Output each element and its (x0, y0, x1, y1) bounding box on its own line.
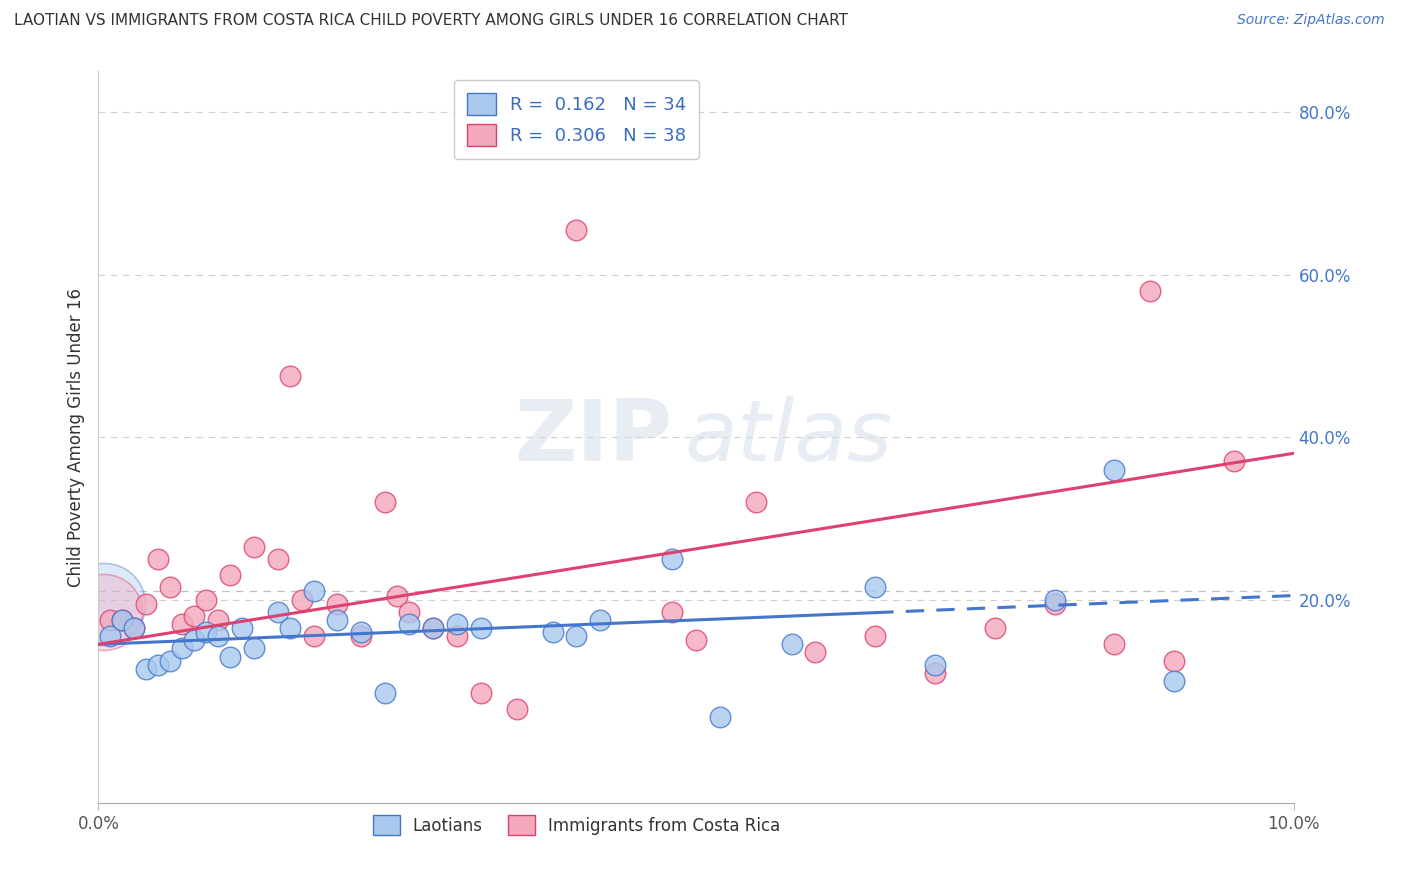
Point (207, 613, 229, 627)
Point (124, 621, 146, 635)
Point (219, 568, 242, 582)
Point (278, 369, 301, 384)
Point (183, 633, 205, 648)
Y-axis label: Child Poverty Among Girls Under 16: Child Poverty Among Girls Under 16 (66, 287, 84, 587)
Point (267, 552, 290, 566)
Point (745, 495, 768, 509)
Point (374, 495, 396, 509)
Point (172, 641, 194, 656)
Point (195, 592, 218, 607)
Point (709, 710, 731, 724)
Point (374, 686, 396, 700)
Point (1104, 637, 1126, 651)
Point (865, 581, 887, 595)
Text: LAOTIAN VS IMMIGRANTS FROM COSTA RICA CHILD POVERTY AMONG GIRLS UNDER 16 CORRELA: LAOTIAN VS IMMIGRANTS FROM COSTA RICA CH… (14, 13, 848, 29)
Point (267, 605, 290, 619)
Point (93, 605, 115, 619)
Point (1104, 462, 1126, 476)
Point (589, 613, 612, 627)
Point (1223, 454, 1246, 468)
Point (326, 597, 349, 611)
Point (506, 702, 529, 716)
Point (470, 686, 492, 700)
Point (291, 592, 314, 607)
Point (541, 625, 564, 640)
Point (98, 629, 122, 643)
Point (1163, 673, 1185, 688)
Text: ZIP: ZIP (515, 395, 672, 479)
Point (302, 584, 325, 599)
Point (446, 617, 468, 632)
Point (661, 552, 683, 566)
Point (148, 657, 170, 672)
Text: Source: ZipAtlas.com: Source: ZipAtlas.com (1237, 13, 1385, 28)
Point (111, 613, 134, 627)
Point (243, 641, 266, 656)
Point (398, 617, 420, 632)
Point (1043, 597, 1066, 611)
Point (865, 629, 887, 643)
Point (159, 654, 181, 668)
Point (93, 597, 115, 611)
Point (350, 625, 373, 640)
Point (135, 597, 157, 611)
Point (1163, 654, 1185, 668)
Point (565, 629, 588, 643)
Point (98, 613, 122, 627)
Point (124, 621, 146, 635)
Point (302, 629, 325, 643)
Point (111, 613, 134, 627)
Point (148, 552, 170, 566)
Point (984, 621, 1007, 635)
Point (326, 613, 349, 627)
Point (1043, 592, 1066, 607)
Point (565, 223, 588, 237)
Point (135, 662, 157, 676)
Point (172, 617, 194, 632)
Point (398, 605, 420, 619)
Point (195, 625, 218, 640)
Point (804, 645, 827, 659)
Point (470, 621, 492, 635)
Text: atlas: atlas (685, 395, 891, 479)
Point (350, 629, 373, 643)
Legend: Laotians, Immigrants from Costa Rica: Laotians, Immigrants from Costa Rica (366, 808, 787, 842)
Point (780, 637, 803, 651)
Point (243, 540, 266, 554)
Point (183, 608, 205, 623)
Point (159, 581, 181, 595)
Point (1139, 284, 1161, 298)
Point (422, 621, 444, 635)
Point (219, 649, 242, 664)
Point (422, 621, 444, 635)
Point (685, 633, 707, 648)
Point (207, 629, 229, 643)
Point (661, 605, 683, 619)
Point (385, 589, 409, 603)
Point (924, 665, 946, 680)
Point (231, 621, 253, 635)
Point (446, 629, 468, 643)
Point (924, 657, 946, 672)
Point (278, 621, 301, 635)
